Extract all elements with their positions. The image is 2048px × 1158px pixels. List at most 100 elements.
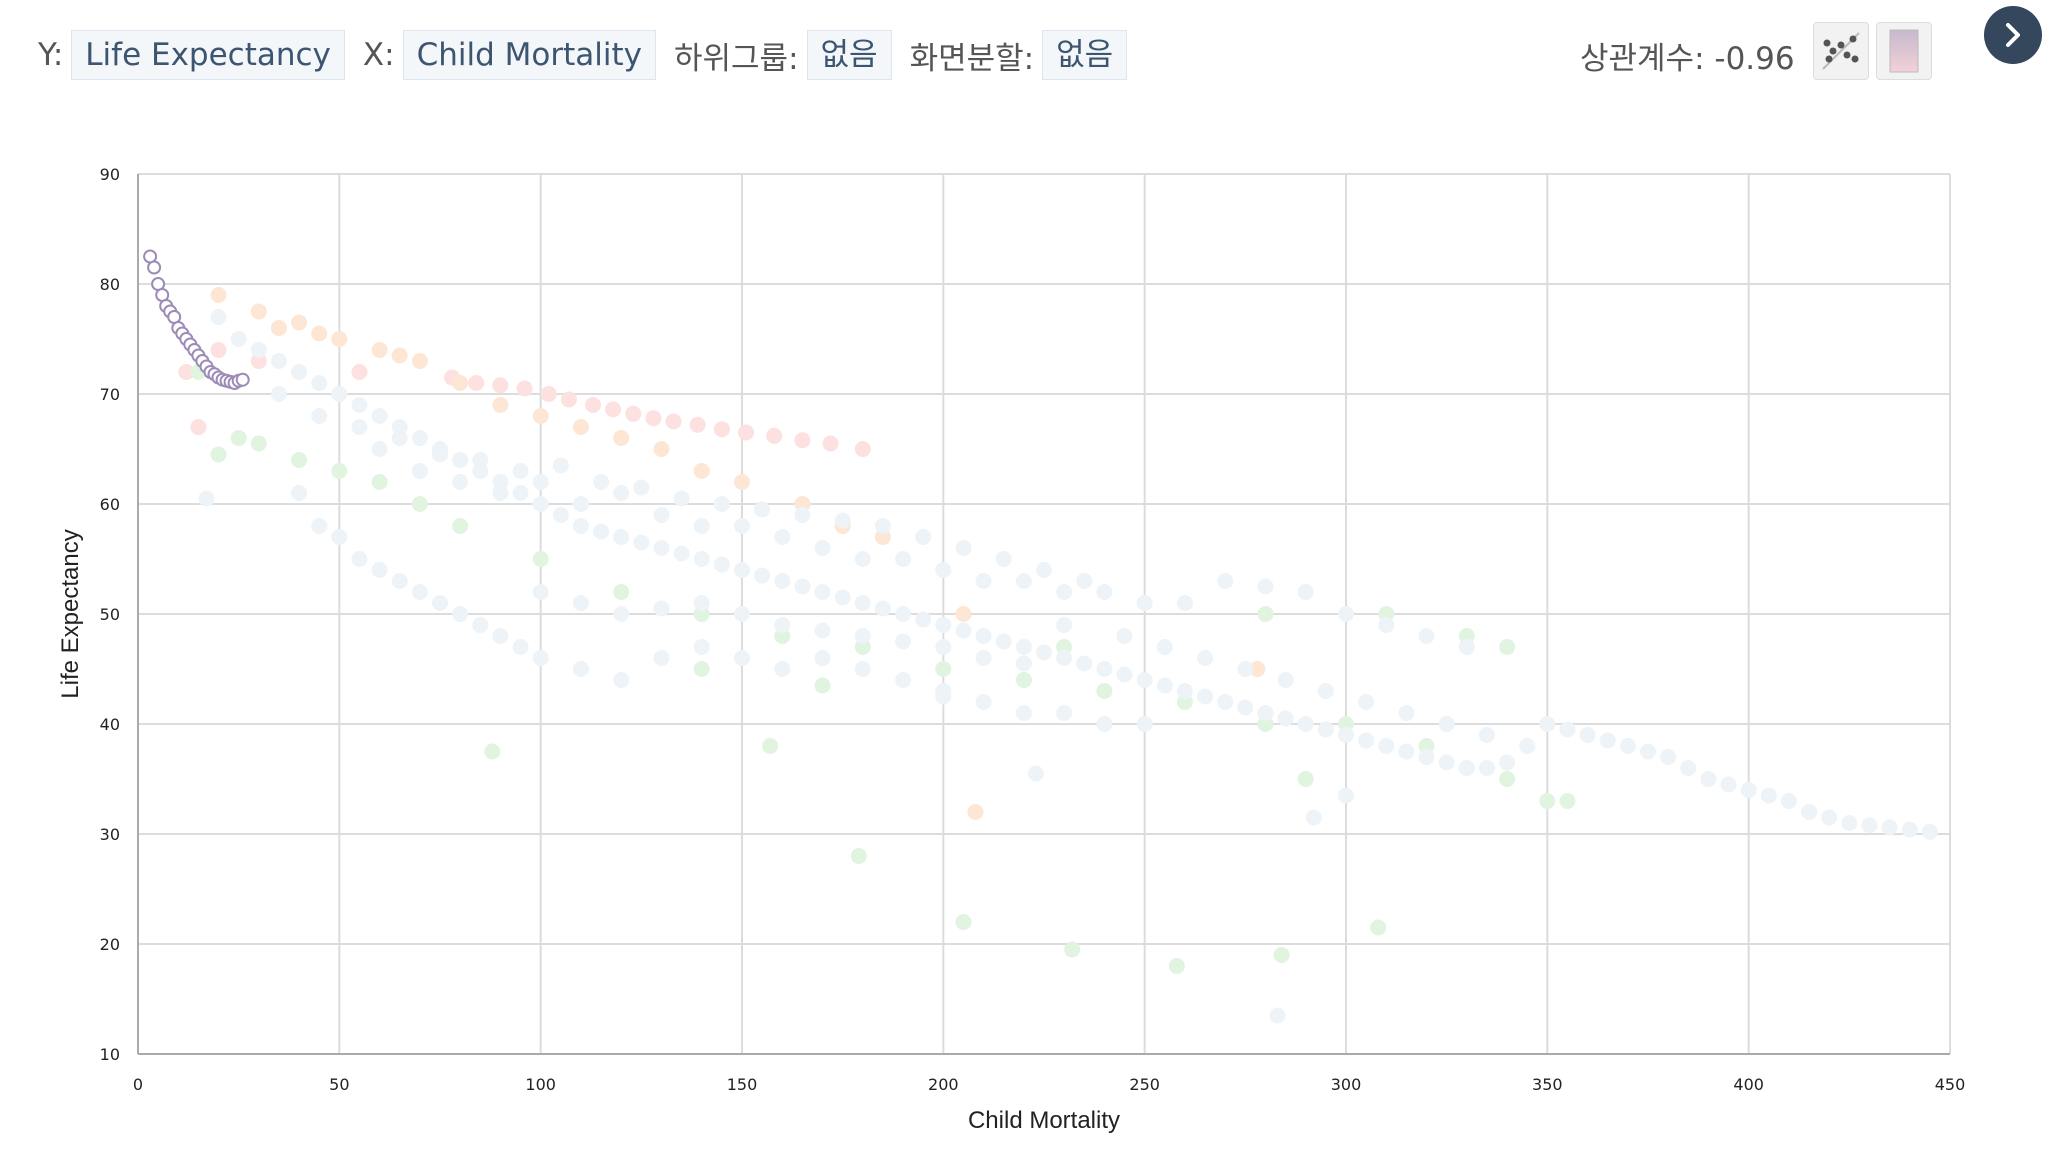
data-point: [1700, 771, 1717, 787]
data-point: [472, 452, 489, 468]
data-point: [854, 595, 871, 611]
data-point: [794, 496, 811, 512]
data-point: [1197, 688, 1214, 705]
y-tick-label: 90: [100, 165, 120, 184]
data-point: [351, 364, 368, 380]
data-point: [291, 452, 308, 468]
data-point: [734, 606, 750, 622]
data-point: [593, 523, 610, 540]
data-point: [1015, 573, 1032, 589]
x-tick-label: 150: [727, 1075, 758, 1094]
data-point: [653, 600, 670, 617]
chart-grid: [137, 173, 1951, 1055]
data-point: [975, 628, 992, 644]
y-axis-title: Life Expectancy: [57, 529, 84, 698]
data-point: [754, 501, 771, 518]
data-point: [613, 430, 630, 446]
data-point: [774, 661, 791, 677]
data-point: [291, 364, 308, 380]
data-point: [975, 694, 992, 710]
split-label: 화면분할:: [909, 40, 1035, 77]
data-point: [452, 375, 469, 391]
x-axis-select[interactable]: Child Mortality: [402, 30, 656, 80]
data-point: [1378, 606, 1395, 622]
data-point: [774, 573, 791, 589]
data-point: [1305, 809, 1322, 826]
data-point: [794, 432, 811, 449]
data-point: [975, 573, 992, 589]
data-point: [1539, 793, 1556, 809]
data-point: [693, 606, 710, 622]
data-point: [645, 410, 662, 427]
y-tick-label: 40: [100, 715, 120, 734]
data-point: [432, 595, 448, 611]
x-tick-label: 0: [133, 1075, 143, 1094]
data-point: [854, 661, 871, 677]
data-point: [713, 421, 730, 438]
data-point: [1821, 809, 1838, 826]
data-point: [210, 287, 227, 303]
data-point: [371, 342, 388, 358]
data-point: [1197, 650, 1214, 666]
data-point: [1458, 760, 1475, 776]
data-point: [1438, 754, 1455, 771]
data-point: [895, 551, 912, 567]
data-point: [1499, 639, 1516, 655]
data-point: [1076, 655, 1093, 672]
data-point: [814, 584, 831, 600]
data-point: [331, 463, 348, 479]
data-point: [532, 496, 549, 512]
data-point: [1720, 776, 1737, 793]
data-point: [230, 331, 247, 347]
data-point: [492, 485, 509, 501]
data-point: [625, 405, 642, 422]
split-select[interactable]: 없음: [1042, 30, 1128, 80]
scatter-trend-button[interactable]: [1813, 22, 1869, 80]
data-point: [452, 474, 469, 490]
data-point: [693, 463, 710, 479]
data-point: [814, 622, 831, 639]
data-point: [585, 397, 601, 413]
data-point: [995, 633, 1012, 650]
x-tick-label: 250: [1129, 1075, 1160, 1094]
data-point: [673, 490, 690, 507]
data-point: [1277, 672, 1294, 688]
data-point: [452, 606, 469, 622]
data-point: [1297, 584, 1314, 600]
x-tick-label: 350: [1532, 1075, 1563, 1094]
data-point: [391, 430, 408, 446]
data-point: [572, 419, 589, 435]
data-point: [1297, 716, 1314, 732]
data-point: [1338, 727, 1354, 743]
color-gradient-icon: [1889, 29, 1919, 73]
data-point: [1237, 699, 1254, 716]
data-point: [935, 688, 952, 705]
data-point: [1116, 666, 1133, 683]
data-point: [411, 496, 428, 512]
data-point: [1338, 787, 1354, 804]
subgroup-select[interactable]: 없음: [806, 30, 892, 80]
data-point: [552, 457, 569, 474]
data-point: [774, 628, 791, 644]
next-button[interactable]: [1984, 6, 2042, 64]
data-point: [391, 347, 408, 364]
data-point: [1418, 738, 1435, 754]
data-point: [613, 606, 630, 622]
data-point: [935, 617, 952, 633]
data-point: [532, 551, 549, 567]
color-gradient-button[interactable]: [1876, 22, 1932, 80]
data-point: [411, 584, 428, 600]
data-point: [1056, 639, 1073, 655]
data-point: [955, 606, 972, 622]
data-point: [270, 320, 287, 336]
data-point: [1881, 819, 1898, 836]
data-point: [653, 507, 670, 523]
data-point: [713, 556, 730, 573]
y-tick-label: 50: [100, 605, 120, 624]
data-point: [147, 260, 162, 275]
scatter-chart: 0 50 100 150 200 250 300 350 400 450 10 20 30 40 50 60 7…: [57, 165, 1965, 1134]
data-point: [1237, 661, 1254, 677]
y-axis-select[interactable]: Life Expectancy: [71, 30, 345, 80]
data-point: [1249, 661, 1266, 677]
data-point: [1269, 1007, 1286, 1024]
